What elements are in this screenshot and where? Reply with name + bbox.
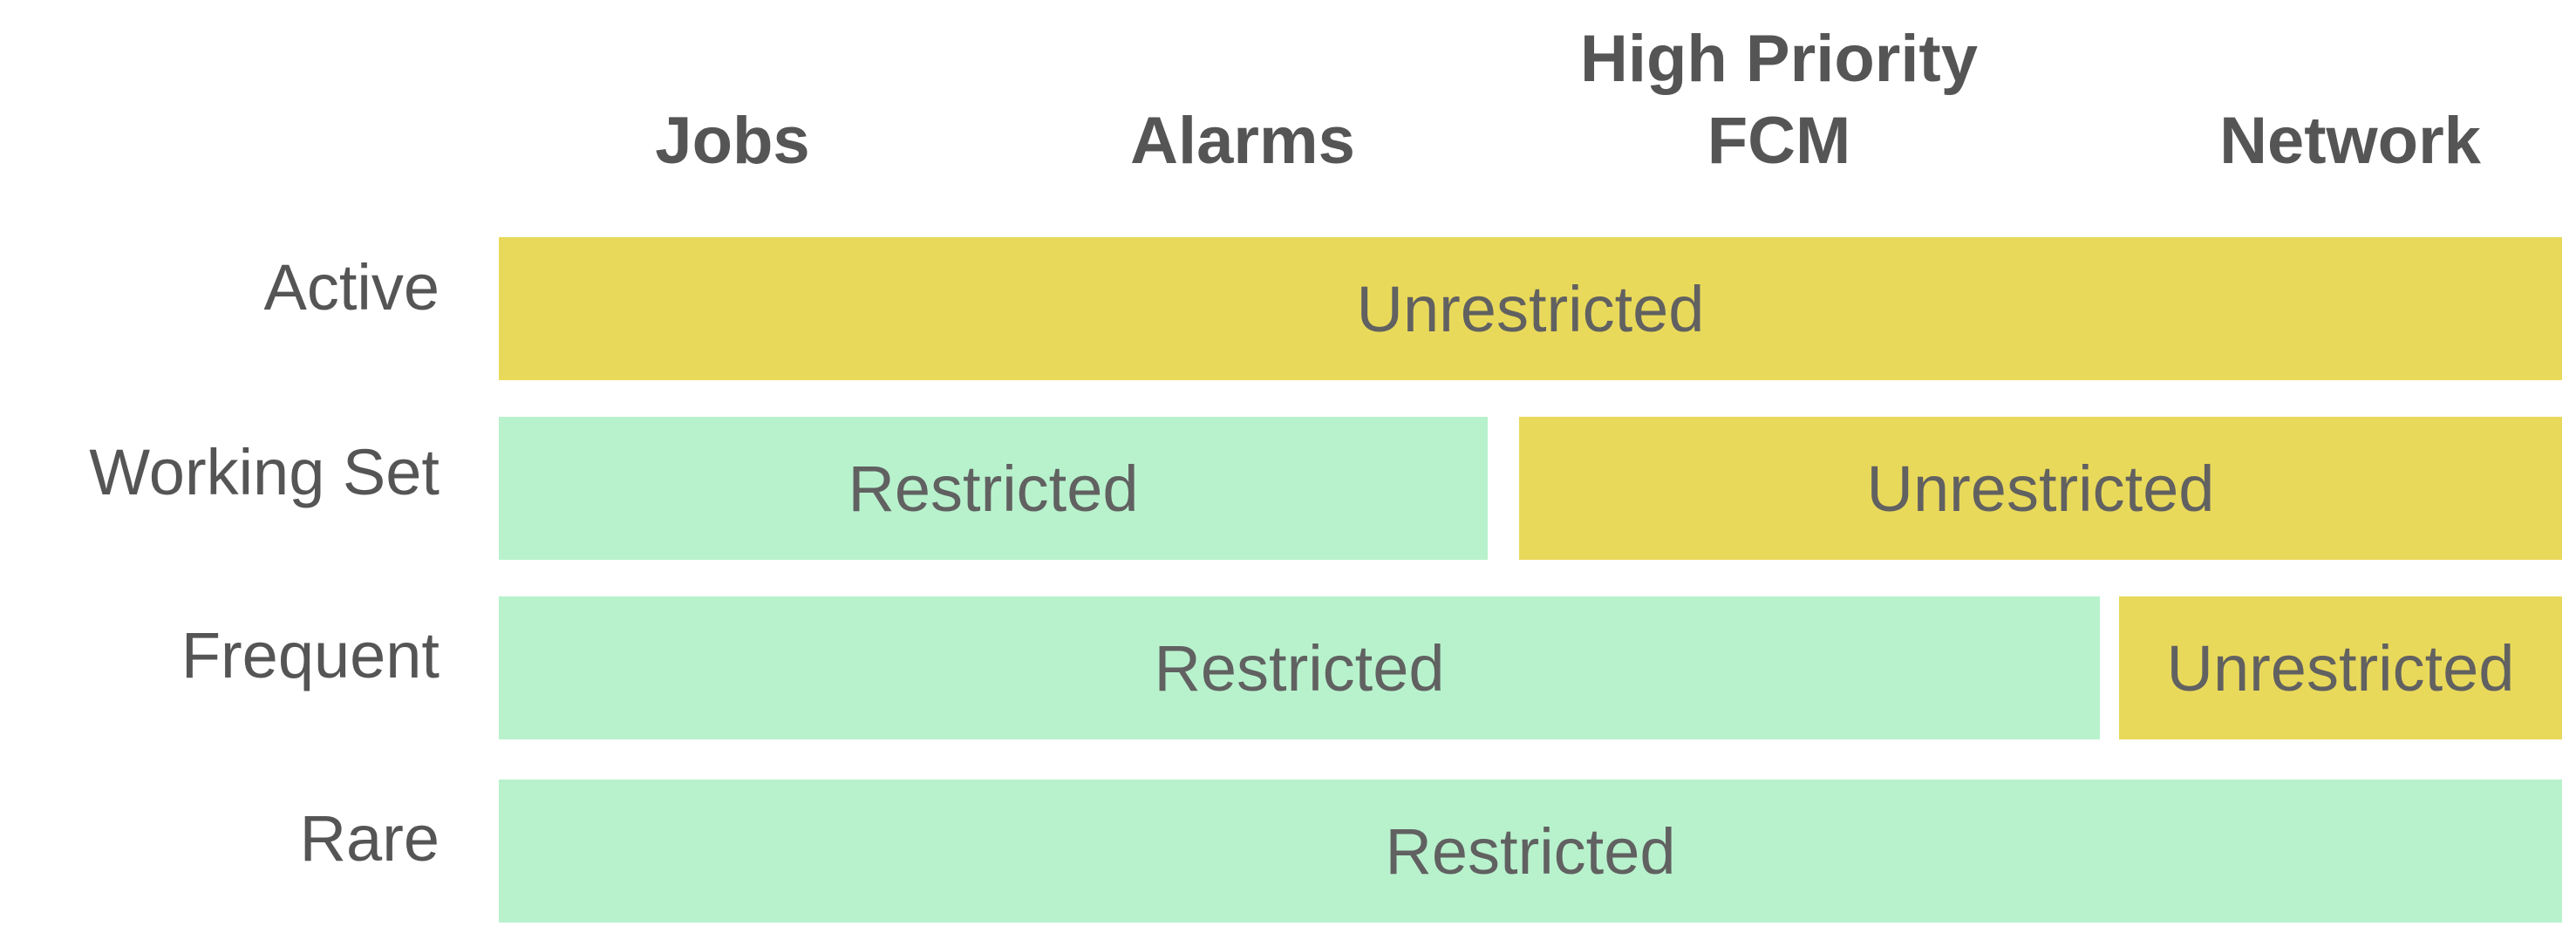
row-label-working-set: Working Set (89, 436, 440, 508)
row-label-active: Active (263, 251, 440, 323)
column-header-fcm-line1: High Priority (1579, 22, 1979, 96)
row-label-rare: Rare (299, 802, 440, 875)
column-header-alarms-label: Alarms (1130, 104, 1355, 178)
rare-restricted-cell: Restricted (499, 780, 2562, 923)
active-unrestricted-cell: Unrestricted (499, 237, 2562, 380)
column-header-high-priority-fcm: High Priority FCM (1535, 18, 2023, 182)
column-header-alarms: Alarms (1107, 100, 1378, 182)
frequent-restricted-cell: Restricted (499, 596, 2100, 739)
frequent-unrestricted-cell: Unrestricted (2119, 596, 2562, 739)
column-header-network-label: Network (2219, 104, 2481, 178)
row-label-frequent: Frequent (181, 619, 440, 691)
column-header-jobs: Jobs (610, 100, 855, 182)
column-header-network: Network (2163, 100, 2538, 182)
cell-label: Unrestricted (2166, 631, 2515, 705)
cell-label: Restricted (1385, 814, 1676, 888)
cell-label: Restricted (1154, 631, 1445, 705)
cell-label: Restricted (848, 452, 1139, 525)
column-header-fcm-line2: FCM (1707, 104, 1851, 178)
cell-label: Unrestricted (1356, 272, 1705, 345)
cell-label: Unrestricted (1866, 452, 2215, 525)
column-header-jobs-label: Jobs (655, 104, 810, 178)
working-set-restricted-cell: Restricted (499, 417, 1488, 560)
working-set-unrestricted-cell: Unrestricted (1519, 417, 2562, 560)
